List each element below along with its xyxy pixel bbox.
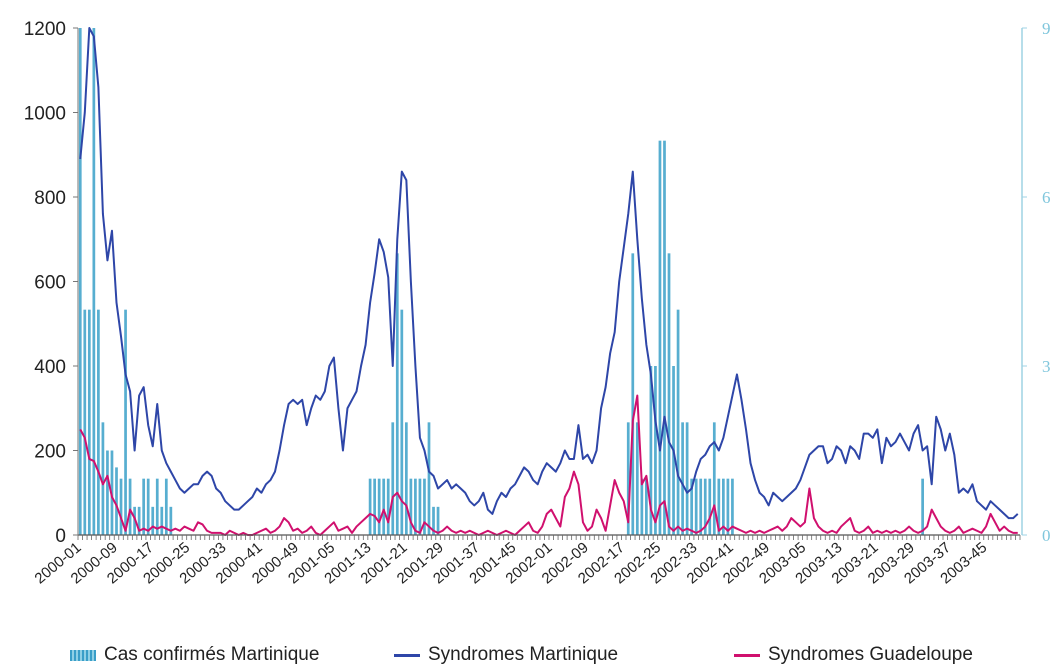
bar-cas-confirmes: [87, 309, 91, 535]
legend-item-guadeloupe: Syndromes Guadeloupe: [734, 644, 973, 666]
bar-cas-confirmes: [409, 478, 413, 535]
bar-cas-confirmes: [395, 253, 399, 536]
bar-cas-confirmes: [404, 422, 408, 535]
bar-cas-confirmes: [128, 478, 132, 535]
bar-cas-confirmes: [101, 422, 105, 535]
y-right-tick-label: 6: [1042, 188, 1051, 207]
bar-cas-confirmes: [726, 478, 730, 535]
bar-cas-confirmes: [645, 478, 648, 535]
bar-cas-confirmes: [386, 478, 390, 535]
bar-cas-confirmes: [377, 478, 381, 535]
bar-cas-confirmes: [418, 478, 422, 535]
y-left-tick-label: 600: [34, 273, 66, 294]
bar-cas-confirmes: [391, 422, 395, 535]
bar-cas-confirmes: [436, 506, 440, 535]
y-left-tick-label: 800: [34, 188, 66, 209]
legend-item-cas: Cas confirmés Martinique: [70, 644, 319, 666]
y-left-tick-label: 400: [34, 357, 66, 378]
bar-cas-confirmes: [703, 478, 707, 535]
legend: Cas confirmés Martinique Syndromes Marti…: [0, 644, 1058, 670]
legend-swatch-martinique: [394, 653, 420, 657]
bar-cas-confirmes: [717, 478, 721, 535]
bar-cas-confirmes: [169, 506, 173, 535]
y-right-tick-label: 0: [1042, 526, 1051, 545]
bar-cas-confirmes: [708, 478, 712, 535]
bar-cas-confirmes: [921, 478, 924, 535]
bar-cas-confirmes: [685, 422, 689, 535]
bar-cas-confirmes: [373, 478, 376, 535]
bar-cas-confirmes: [690, 478, 694, 535]
bar-cas-confirmes: [106, 450, 109, 535]
bar-cas-confirmes: [92, 28, 96, 535]
bar-cas-confirmes: [400, 309, 404, 535]
y-right-tick-label: 3: [1042, 357, 1051, 376]
bar-cas-confirmes: [368, 478, 372, 535]
bar-cas-confirmes: [155, 478, 159, 535]
bar-cas-confirmes: [631, 253, 635, 536]
legend-swatch-cas: [70, 649, 96, 661]
legend-label-guadeloupe: Syndromes Guadeloupe: [768, 644, 973, 665]
bar-cas-confirmes: [427, 422, 431, 535]
bar-cas-confirmes: [142, 478, 146, 535]
bar-cas-confirmes: [658, 140, 662, 535]
bar-cas-confirmes: [97, 309, 100, 535]
legend-label-cas: Cas confirmés Martinique: [104, 644, 320, 665]
bar-cas-confirmes: [699, 478, 703, 535]
line-syndromes-guadeloupe: [79, 394, 1018, 536]
bar-cas-confirmes: [78, 28, 82, 535]
bar-cas-confirmes: [681, 422, 684, 535]
legend-label-martinique: Syndromes Martinique: [428, 644, 619, 665]
bar-cas-confirmes: [694, 478, 698, 535]
bar-cas-confirmes: [663, 140, 666, 535]
bar-cas-confirmes: [649, 366, 653, 535]
bar-cas-confirmes: [712, 422, 716, 535]
bar-cas-confirmes: [382, 478, 386, 535]
bar-cas-confirmes: [432, 506, 435, 535]
bar-cas-confirmes: [83, 309, 87, 535]
bar-cas-confirmes: [146, 478, 150, 535]
bar-cas-confirmes: [667, 253, 671, 536]
bar-cas-confirmes: [124, 309, 127, 535]
bar-cas-confirmes: [151, 506, 155, 535]
y-left-tick-label: 1200: [24, 19, 66, 40]
bar-cas-confirmes: [164, 478, 168, 535]
bar-cas-confirmes: [119, 478, 123, 535]
bar-cas-confirmes: [640, 478, 644, 535]
line-syndromes-martinique: [79, 27, 1019, 520]
bar-cas-confirmes: [137, 506, 141, 535]
y-right-tick-label: 9: [1042, 19, 1051, 38]
bar-cas-confirmes: [115, 467, 118, 535]
legend-swatch-guadeloupe: [734, 653, 760, 657]
y-left-tick-label: 200: [34, 442, 66, 463]
legend-item-martinique: Syndromes Martinique: [394, 644, 618, 666]
bar-cas-confirmes: [160, 506, 164, 535]
y-left-tick-label: 1000: [24, 104, 66, 125]
y-left-tick-label: 0: [55, 526, 66, 547]
bar-cas-confirmes: [731, 478, 734, 535]
bar-cas-confirmes: [676, 309, 680, 535]
bar-cas-confirmes: [635, 422, 639, 535]
bar-cas-confirmes: [423, 478, 426, 535]
bar-cas-confirmes: [722, 478, 725, 535]
bar-cas-confirmes: [654, 366, 657, 535]
bar-cas-confirmes: [414, 478, 417, 535]
bar-cas-confirmes: [626, 422, 630, 535]
